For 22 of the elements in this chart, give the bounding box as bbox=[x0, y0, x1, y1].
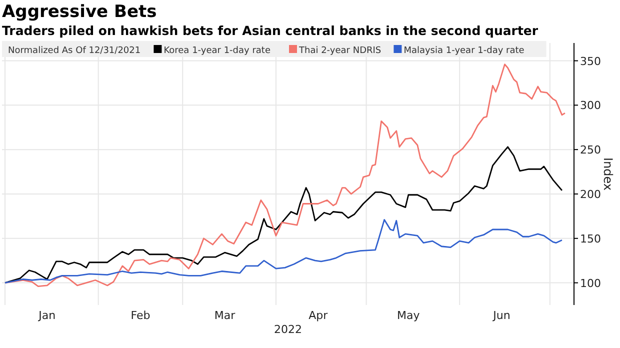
legend-title: Normalized As Of 12/31/2021 bbox=[8, 46, 141, 56]
y-tick-label: 250 bbox=[580, 144, 601, 157]
x-axis-title: 2022 bbox=[274, 323, 302, 336]
line-series bbox=[4, 219, 563, 284]
y-tick-label: 350 bbox=[580, 54, 601, 68]
x-tick-label: Feb bbox=[130, 309, 150, 322]
y-axis-title: Index bbox=[601, 157, 615, 191]
y-tick-label: 200 bbox=[580, 188, 601, 201]
legend-label: Malaysia 1-year 1-day rate bbox=[404, 46, 525, 56]
y-tick-label: 150 bbox=[580, 232, 601, 246]
y-tick-label: 100 bbox=[580, 276, 601, 290]
x-tick-label: Jan bbox=[38, 309, 56, 322]
legend-label: Thai 2-year NDRIS bbox=[298, 46, 382, 56]
line-series bbox=[4, 146, 563, 284]
y-tick-label: 300 bbox=[580, 99, 601, 112]
x-tick-label: Apr bbox=[308, 309, 328, 322]
x-tick-label: Jun bbox=[492, 309, 510, 322]
x-tick-label: May bbox=[397, 309, 420, 322]
chart-subtitle: Traders piled on hawkish bets for Asian central banks in the second quarter bbox=[2, 23, 539, 38]
chart-title: Aggressive Bets bbox=[2, 2, 157, 22]
x-tick-label: Mar bbox=[214, 309, 236, 322]
legend-label: Korea 1-year 1-day rate bbox=[164, 46, 271, 56]
